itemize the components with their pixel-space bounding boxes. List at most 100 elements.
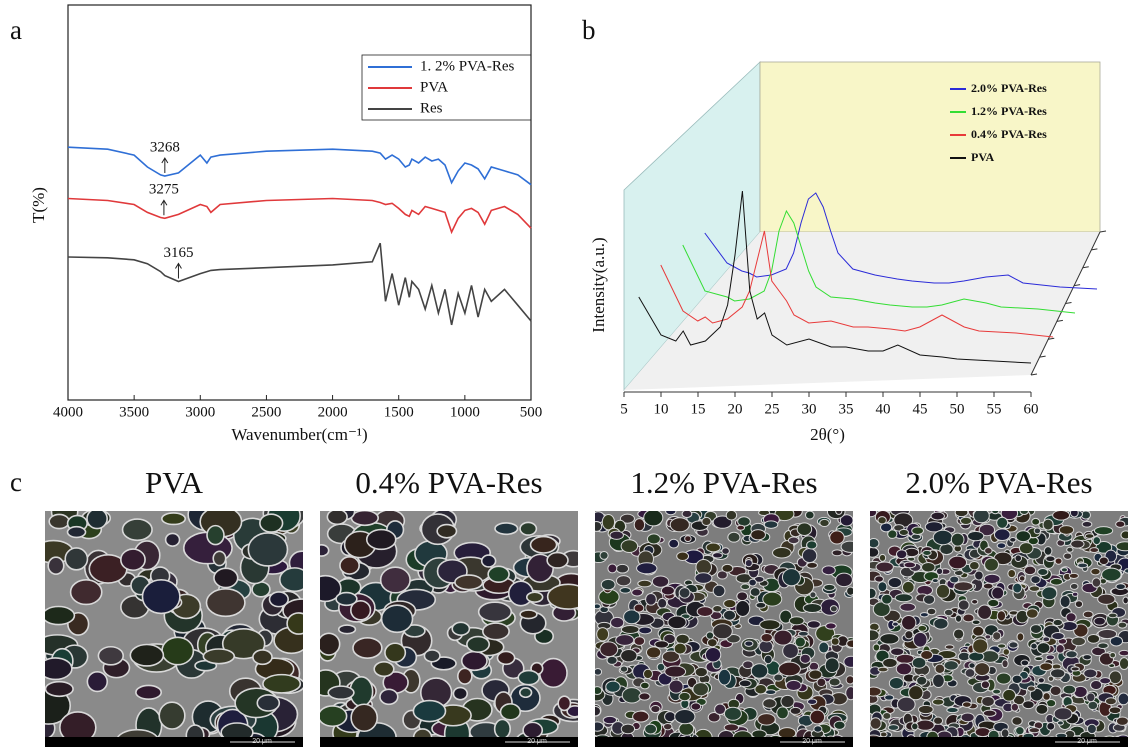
pore <box>644 723 658 735</box>
pore <box>1031 517 1041 526</box>
legend-label: 0.4% PVA-Res <box>971 127 1047 141</box>
pore <box>494 522 519 536</box>
pore <box>939 543 954 556</box>
pore <box>950 532 965 547</box>
depth-tick <box>1074 284 1081 287</box>
pore <box>1052 511 1071 521</box>
pore <box>870 686 882 697</box>
pore <box>1054 557 1063 565</box>
pore <box>949 575 960 584</box>
pore <box>879 731 888 738</box>
x-tick-label: 15 <box>691 401 706 417</box>
pore <box>650 704 661 714</box>
pore <box>915 719 935 731</box>
pore <box>619 587 632 594</box>
depth-tick <box>1039 355 1046 358</box>
pore <box>778 661 801 677</box>
pore <box>1002 648 1010 656</box>
pore <box>794 636 806 648</box>
pore <box>1089 547 1100 554</box>
pore <box>1097 628 1118 640</box>
pore <box>1000 728 1010 739</box>
annotation: 3268 <box>150 139 180 155</box>
pore <box>1037 568 1049 576</box>
pore <box>896 549 908 560</box>
pore <box>763 654 773 665</box>
pore <box>1109 635 1124 647</box>
pore <box>1030 642 1038 650</box>
pore <box>678 691 691 702</box>
pore <box>870 629 880 642</box>
pore <box>872 643 881 652</box>
depth-tick <box>1099 230 1107 233</box>
pore <box>623 609 641 625</box>
depth-tick <box>1082 266 1089 269</box>
pore <box>806 540 818 550</box>
pore <box>980 680 991 690</box>
pore <box>917 704 934 715</box>
pore <box>996 610 1007 622</box>
pore <box>953 581 974 592</box>
pore <box>596 627 610 642</box>
pore <box>1115 541 1128 552</box>
pore <box>278 567 303 593</box>
pore <box>129 643 165 667</box>
pore <box>773 629 793 646</box>
pore <box>538 657 568 689</box>
legend-label: 1. 2% PVA-Res <box>420 58 514 74</box>
pore <box>1117 692 1128 706</box>
pore <box>887 724 900 731</box>
info-bar <box>595 737 853 747</box>
pore <box>1039 662 1054 672</box>
pore <box>723 706 742 721</box>
pore <box>1115 583 1126 591</box>
pore <box>712 584 726 598</box>
pore <box>213 567 239 589</box>
pore <box>879 633 900 645</box>
pore <box>633 518 646 532</box>
pore <box>755 601 767 609</box>
pore <box>740 583 751 591</box>
pore <box>637 579 653 588</box>
pore <box>870 538 880 549</box>
pore <box>379 566 411 594</box>
pore <box>991 511 1000 515</box>
pore <box>606 655 618 665</box>
pore <box>646 533 661 545</box>
x-tick-label: 1500 <box>384 404 414 420</box>
image-title: PVA <box>145 465 204 500</box>
pore <box>694 667 708 678</box>
x-tick-label: 3500 <box>119 404 149 420</box>
pore <box>809 591 817 599</box>
pore <box>262 673 302 694</box>
pore <box>904 630 914 640</box>
pore <box>615 563 630 574</box>
pore <box>546 583 578 610</box>
pore <box>882 657 898 668</box>
pore <box>721 547 730 555</box>
pore <box>1115 716 1128 726</box>
pore <box>804 511 815 520</box>
pore <box>816 677 827 688</box>
pore <box>620 723 636 735</box>
pore <box>875 561 894 573</box>
scale-label: 20 μm <box>252 738 272 745</box>
pore <box>809 709 826 725</box>
pore <box>981 695 995 708</box>
pore <box>668 538 680 549</box>
x-tick-label: 50 <box>950 401 965 417</box>
pore <box>1036 642 1051 654</box>
pore <box>86 670 109 693</box>
pore <box>1071 636 1086 647</box>
pore <box>1059 595 1071 609</box>
pore <box>899 602 916 612</box>
pore <box>1097 642 1109 650</box>
pore <box>1093 616 1106 626</box>
pore <box>657 597 668 609</box>
pore <box>782 643 799 659</box>
pore <box>931 578 939 584</box>
pore <box>643 511 664 527</box>
pore <box>959 516 973 526</box>
pore <box>1097 593 1116 605</box>
